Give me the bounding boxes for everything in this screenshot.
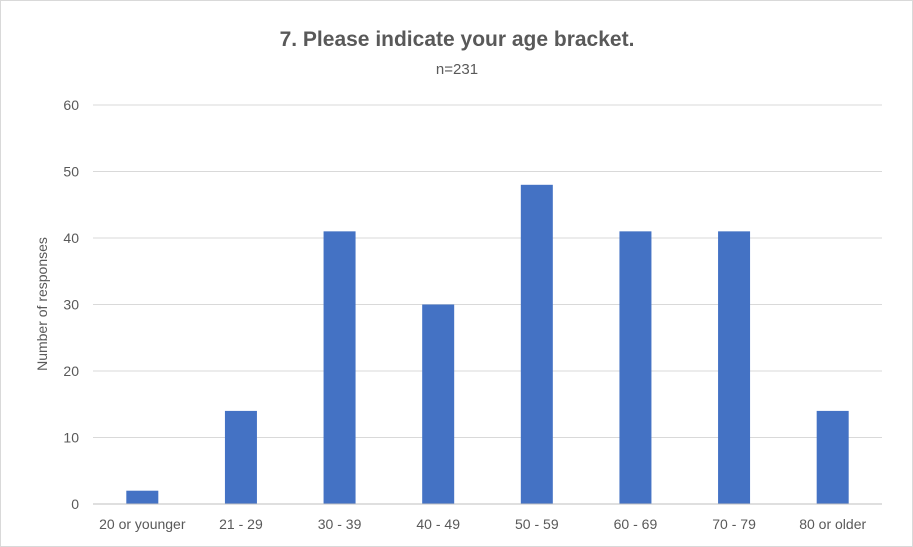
gridlines bbox=[93, 104, 882, 438]
chart-subtitle: n=231 bbox=[436, 61, 478, 78]
bar bbox=[422, 304, 455, 504]
x-tick-label: 60 - 69 bbox=[614, 516, 658, 532]
bar bbox=[619, 231, 652, 504]
bar bbox=[816, 410, 849, 504]
y-axis-ticks: 0 10 20 30 40 50 60 bbox=[63, 97, 79, 512]
y-axis-title: Number of responses bbox=[34, 237, 50, 371]
bars bbox=[126, 184, 849, 505]
bar bbox=[718, 231, 751, 504]
y-tick-label: 40 bbox=[63, 230, 79, 246]
x-tick-label: 40 - 49 bbox=[416, 516, 460, 532]
x-axis-ticks: 20 or younger 21 - 29 30 - 39 40 - 49 50 - 5… bbox=[99, 516, 866, 532]
chart-title: 7. Please indicate your age bracket. bbox=[280, 28, 635, 51]
x-tick-label: 30 - 39 bbox=[318, 516, 362, 532]
y-tick-label: 0 bbox=[71, 496, 79, 512]
x-tick-label: 70 - 79 bbox=[712, 516, 756, 532]
x-tick-label: 21 - 29 bbox=[219, 516, 263, 532]
bar bbox=[520, 184, 553, 505]
bar bbox=[323, 231, 356, 504]
y-tick-label: 10 bbox=[63, 430, 79, 446]
y-tick-label: 50 bbox=[63, 164, 79, 180]
x-tick-label: 80 or older bbox=[799, 516, 866, 532]
y-tick-label: 60 bbox=[63, 97, 79, 113]
bar bbox=[224, 410, 257, 504]
x-tick-label: 20 or younger bbox=[99, 516, 186, 532]
bar bbox=[126, 490, 159, 504]
y-tick-label: 20 bbox=[63, 363, 79, 379]
x-tick-label: 50 - 59 bbox=[515, 516, 559, 532]
y-tick-label: 30 bbox=[63, 297, 79, 313]
